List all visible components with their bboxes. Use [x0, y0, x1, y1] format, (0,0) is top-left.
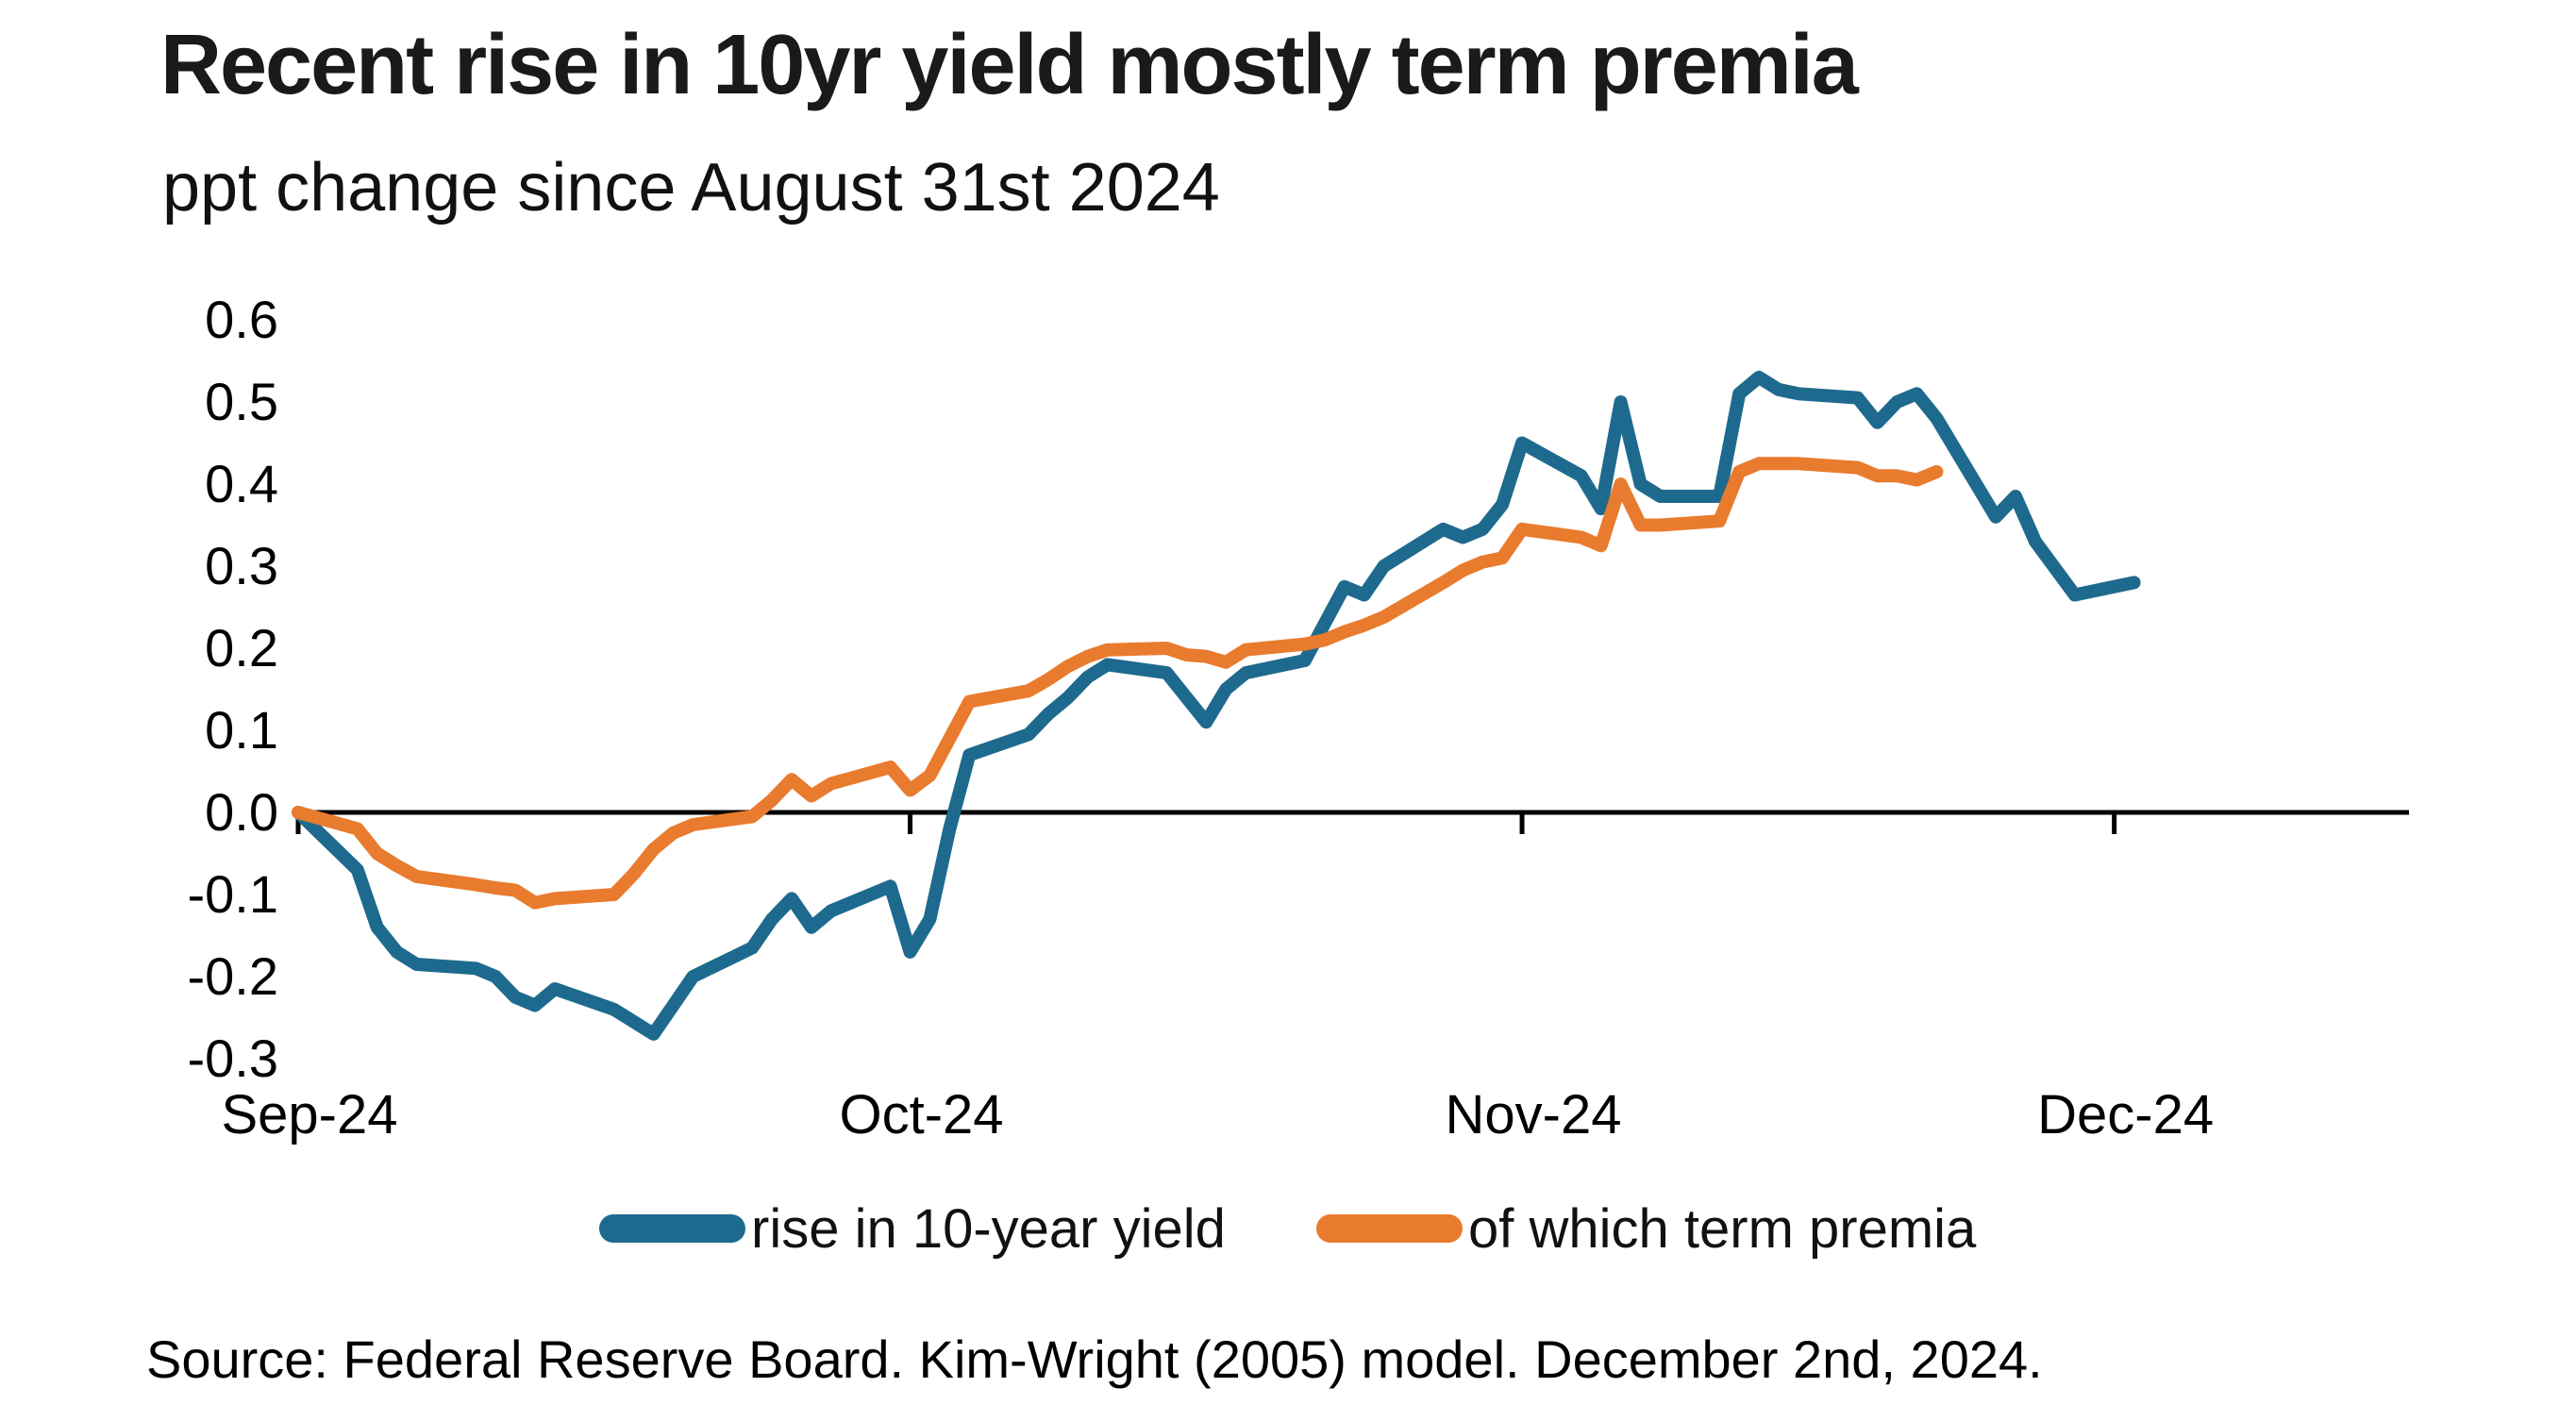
legend-item-yield: rise in 10-year yield [599, 1198, 1226, 1260]
source-note: Source: Federal Reserve Board. Kim-Wrigh… [146, 1329, 2043, 1389]
x-tick-label-Dec-24: Dec-24 [2037, 1084, 2215, 1145]
chart-title: Recent rise in 10yr yield mostly term pr… [160, 18, 1859, 112]
y-tick-label-0.6: 0.6 [205, 290, 278, 349]
y-tick-label-0.4: 0.4 [205, 454, 278, 513]
term-premia-line-swatch [1316, 1214, 1463, 1243]
y-tick-label-0.0: 0.0 [205, 782, 278, 842]
y-tick-label--0.3: -0.3 [187, 1028, 279, 1088]
term-premia-line-legend-label: of which term premia [1468, 1197, 1977, 1260]
y-tick-label--0.2: -0.2 [187, 946, 279, 1006]
x-tick-label-Oct-24: Oct-24 [839, 1084, 1004, 1145]
legend-item-term-premia: of which term premia [1316, 1198, 1976, 1260]
y-tick-label--0.1: -0.1 [187, 864, 279, 924]
yield-line [292, 370, 2141, 1041]
y-tick-label-0.3: 0.3 [205, 536, 278, 595]
yield-line-legend-label: rise in 10-year yield [751, 1197, 1226, 1260]
y-tick-label-0.1: 0.1 [205, 700, 278, 760]
x-tick-label-Sep-24: Sep-24 [221, 1084, 398, 1145]
y-tick-label-0.5: 0.5 [205, 372, 278, 431]
chart-subtitle: ppt change since August 31st 2024 [162, 150, 1220, 226]
yield-line-swatch [599, 1214, 745, 1243]
x-tick-label-Nov-24: Nov-24 [1445, 1084, 1622, 1145]
y-tick-label-0.2: 0.2 [205, 618, 278, 677]
term-premia-line [292, 457, 1944, 910]
